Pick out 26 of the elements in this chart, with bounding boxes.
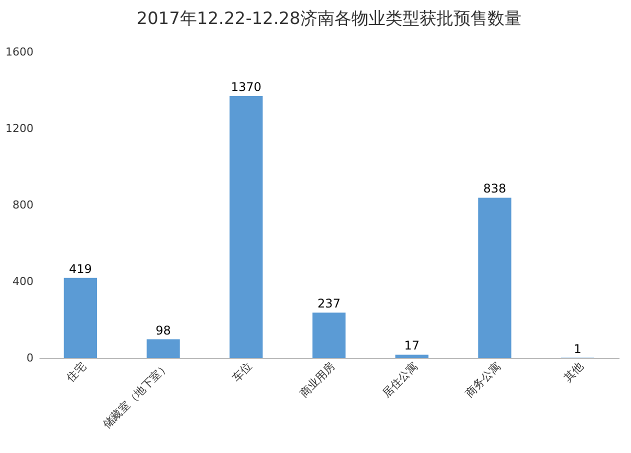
data-label: 17 (404, 338, 420, 353)
bar (64, 278, 97, 358)
data-label: 1370 (230, 80, 262, 94)
x-tick-label: 住宅 (64, 360, 89, 385)
bar (230, 96, 263, 358)
y-tick-label: 400 (12, 275, 34, 288)
bar (146, 339, 180, 358)
data-label: 1 (574, 342, 582, 356)
x-tick-label: 商业用房 (297, 360, 338, 400)
bar (395, 354, 428, 358)
x-tick-label: 其他 (561, 360, 586, 385)
y-tick-label: 1200 (6, 122, 34, 135)
data-label: 98 (156, 323, 171, 338)
y-tick-label: 800 (12, 198, 34, 212)
y-tick-label: 1600 (6, 46, 34, 58)
data-label: 838 (483, 182, 506, 196)
bar (312, 312, 346, 358)
bar (478, 198, 512, 358)
chart-title: 2017年12.22-12.28济南各物业类型获批预售数量 (136, 9, 522, 29)
y-tick-label: 0 (26, 352, 34, 364)
x-tick-label: 车位 (230, 360, 255, 385)
x-tick-label: 储藏室（地下室） (100, 360, 172, 432)
data-label: 237 (318, 296, 340, 311)
data-label: 419 (68, 262, 92, 276)
x-tick-label: 商务公寓 (462, 360, 504, 400)
x-tick-label: 居住公寓 (380, 360, 420, 400)
